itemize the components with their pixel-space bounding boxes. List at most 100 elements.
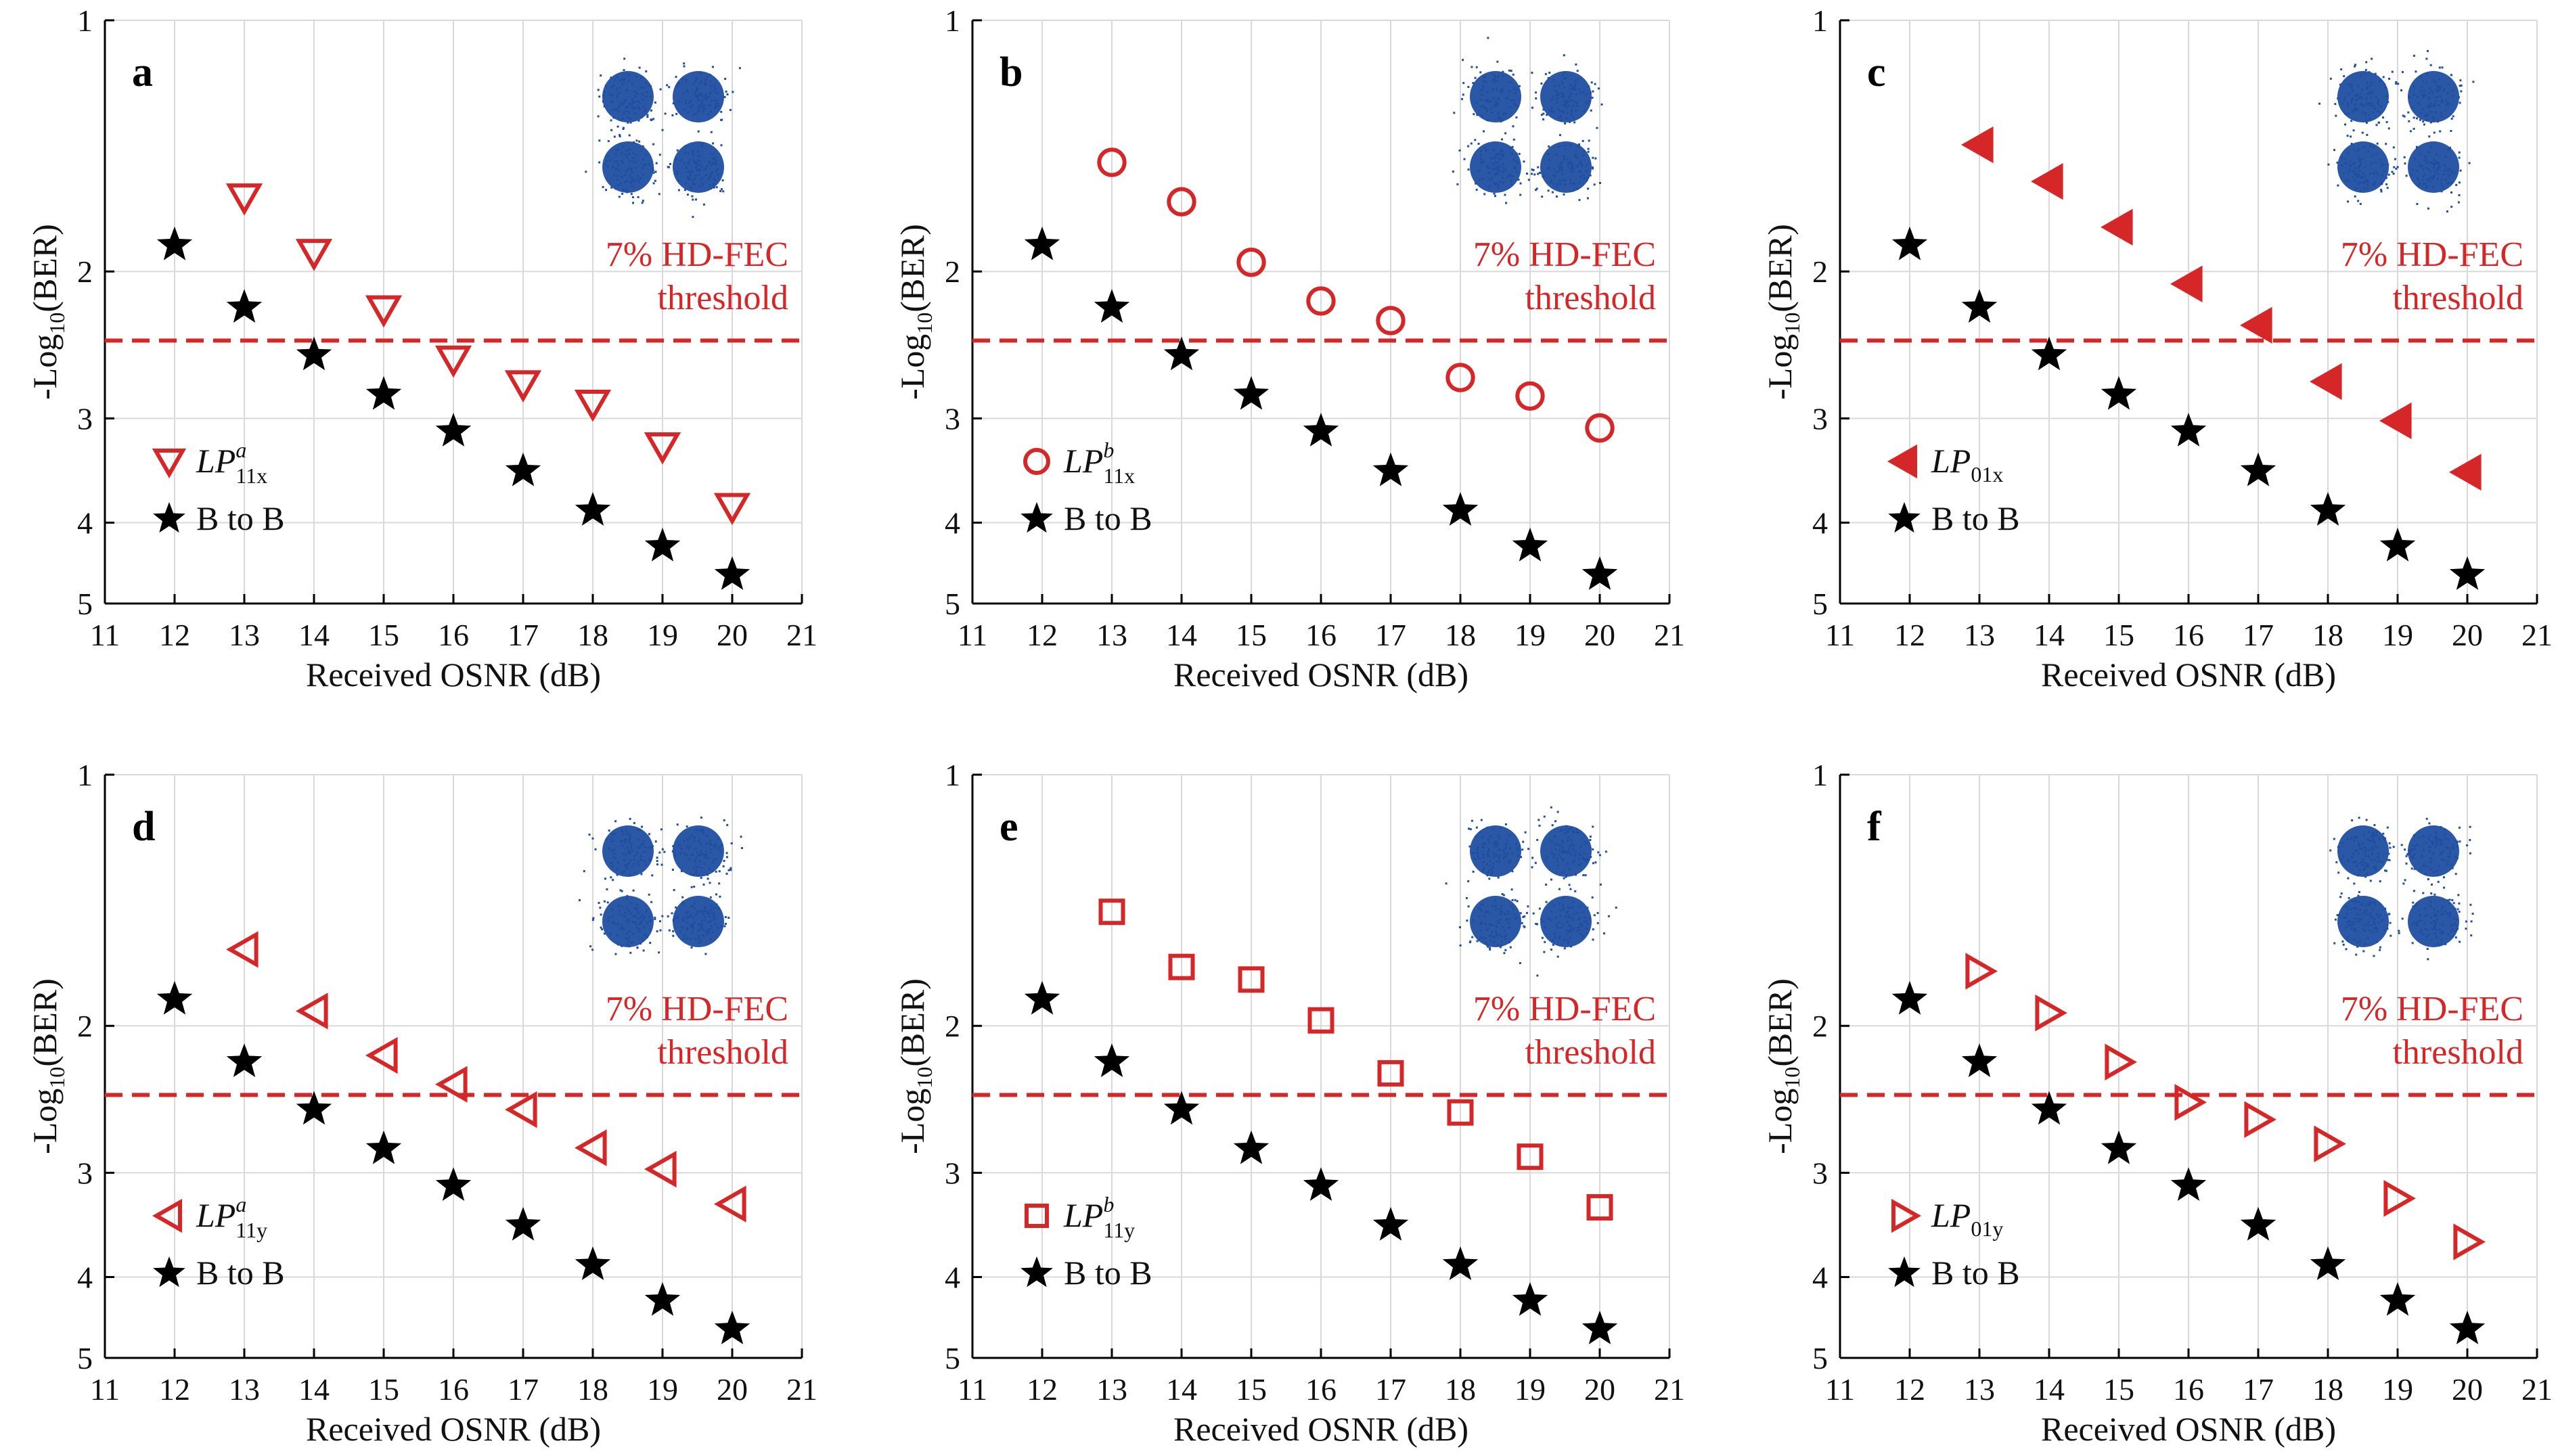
x-tick-label: 18 <box>2312 618 2343 652</box>
x-tick-label: 18 <box>577 1372 608 1407</box>
y-axis-label: -Log10(BER) <box>1761 978 1804 1154</box>
x-tick-label: 15 <box>1236 618 1267 652</box>
b-to-b-point <box>2101 376 2137 410</box>
mode-data-point <box>1376 306 1406 336</box>
constellation-cluster <box>2394 130 2471 212</box>
x-tick-label: 17 <box>2243 618 2274 652</box>
legend-label: B to B <box>1064 499 1152 537</box>
b-to-b-point <box>2101 1130 2137 1164</box>
mode-data-point <box>2310 363 2342 401</box>
x-tick-label: 19 <box>647 618 678 652</box>
mode-data-point <box>1238 966 1265 993</box>
x-tick-label: 17 <box>508 618 539 652</box>
x-axis-label: Received OSNR (dB) <box>306 656 601 693</box>
panel-letter: b <box>1000 49 1023 95</box>
x-tick-label: 15 <box>2103 1372 2134 1407</box>
x-tick-label: 16 <box>2173 1372 2204 1407</box>
y-tick-label: 3 <box>77 1156 93 1190</box>
x-tick-label: 12 <box>1027 618 1058 652</box>
b-to-b-point <box>435 413 472 447</box>
legend-marker <box>1887 444 1917 479</box>
y-tick-label: 1 <box>1812 3 1828 38</box>
constellation-cluster <box>1452 138 1533 204</box>
b-to-b-point <box>1094 1043 1130 1077</box>
constellation-cluster <box>585 116 671 204</box>
x-tick-label: 19 <box>1514 618 1546 652</box>
x-tick-label: 20 <box>2452 1372 2483 1407</box>
fec-threshold-label: 7% HD-FEC <box>606 990 788 1028</box>
fec-threshold-label: threshold <box>2392 1033 2523 1072</box>
y-axis-label: -Log10(BER) <box>26 224 69 400</box>
x-tick-label: 13 <box>229 618 260 652</box>
legend-marker <box>1891 1198 1922 1233</box>
mode-data-point <box>1307 1007 1334 1034</box>
panel-letter: d <box>132 804 155 850</box>
constellation-inset <box>1445 806 1617 977</box>
x-tick-label: 16 <box>438 618 469 652</box>
y-tick-label: 2 <box>945 254 960 289</box>
fec-threshold-label: threshold <box>657 279 788 317</box>
mode-data-point <box>226 931 259 968</box>
y-tick-label: 5 <box>945 587 960 621</box>
x-tick-label: 19 <box>647 1372 678 1407</box>
x-tick-label: 16 <box>438 1372 469 1407</box>
b-to-b-point <box>1961 1043 1998 1077</box>
constellation-cluster <box>1524 806 1607 890</box>
b-to-b-point <box>226 289 263 323</box>
y-tick-label: 3 <box>77 401 93 436</box>
b-to-b-point <box>2240 452 2276 486</box>
mode-data-point <box>2170 265 2203 302</box>
x-tick-label: 14 <box>1166 618 1197 652</box>
x-tick-label: 14 <box>2034 618 2065 652</box>
y-tick-label: 4 <box>945 1260 960 1294</box>
y-axis-label: -Log10(BER) <box>893 224 937 400</box>
mode-data-point <box>1961 126 1994 164</box>
x-tick-label: 20 <box>717 618 748 652</box>
x-axis-label: Received OSNR (dB) <box>1173 1410 1468 1448</box>
y-tick-label: 2 <box>1812 254 1828 289</box>
x-tick-label: 19 <box>2382 618 2413 652</box>
b-to-b-point <box>2170 413 2207 447</box>
mode-data-point <box>435 1066 468 1103</box>
b-to-b-point <box>2170 1167 2207 1201</box>
x-tick-label: 17 <box>1375 1372 1406 1407</box>
fec-threshold-label: threshold <box>2392 279 2523 317</box>
b-to-b-point <box>1233 376 1270 410</box>
y-tick-label: 2 <box>1812 1009 1828 1043</box>
x-tick-label: 17 <box>1375 618 1406 652</box>
x-tick-label: 16 <box>1305 1372 1337 1407</box>
x-tick-label: 13 <box>1964 618 1995 652</box>
constellation-cluster <box>646 62 741 133</box>
b-to-b-point <box>1581 556 1618 590</box>
constellation-cluster <box>2377 49 2475 133</box>
b-to-b-point <box>2310 492 2346 526</box>
constellation-inset <box>2318 49 2475 212</box>
b-to-b-point <box>2449 556 2486 590</box>
y-tick-label: 5 <box>77 1341 93 1375</box>
constellation-cluster <box>1453 37 1545 135</box>
constellation-cluster <box>1445 819 1540 885</box>
grid <box>972 774 1670 1359</box>
x-tick-label: 14 <box>2034 1372 2065 1407</box>
b-to-b-point <box>1233 1130 1270 1164</box>
x-tick-label: 11 <box>958 1372 987 1407</box>
legend-label: LPa 11y <box>196 1192 267 1242</box>
mode-data-point <box>1445 363 1475 392</box>
mode-data-point <box>1447 1099 1474 1126</box>
mode-data-point <box>2383 1180 2416 1217</box>
constellation-cluster <box>1459 888 1535 964</box>
b-to-b-point <box>1512 528 1548 562</box>
mode-data-point <box>2035 994 2067 1032</box>
y-tick-label: 5 <box>1812 1341 1828 1375</box>
x-tick-label: 11 <box>90 1372 120 1407</box>
mode-data-point <box>2031 163 2063 200</box>
b-to-b-point <box>1891 226 1928 260</box>
mode-data-point <box>2453 1223 2486 1260</box>
x-tick-label: 18 <box>2312 1372 2343 1407</box>
x-tick-label: 16 <box>2173 618 2204 652</box>
legend-label: B to B <box>196 499 285 537</box>
b-to-b-point <box>1581 1311 1618 1344</box>
b-to-b-point <box>1024 980 1060 1015</box>
mode-data-point <box>296 993 328 1030</box>
